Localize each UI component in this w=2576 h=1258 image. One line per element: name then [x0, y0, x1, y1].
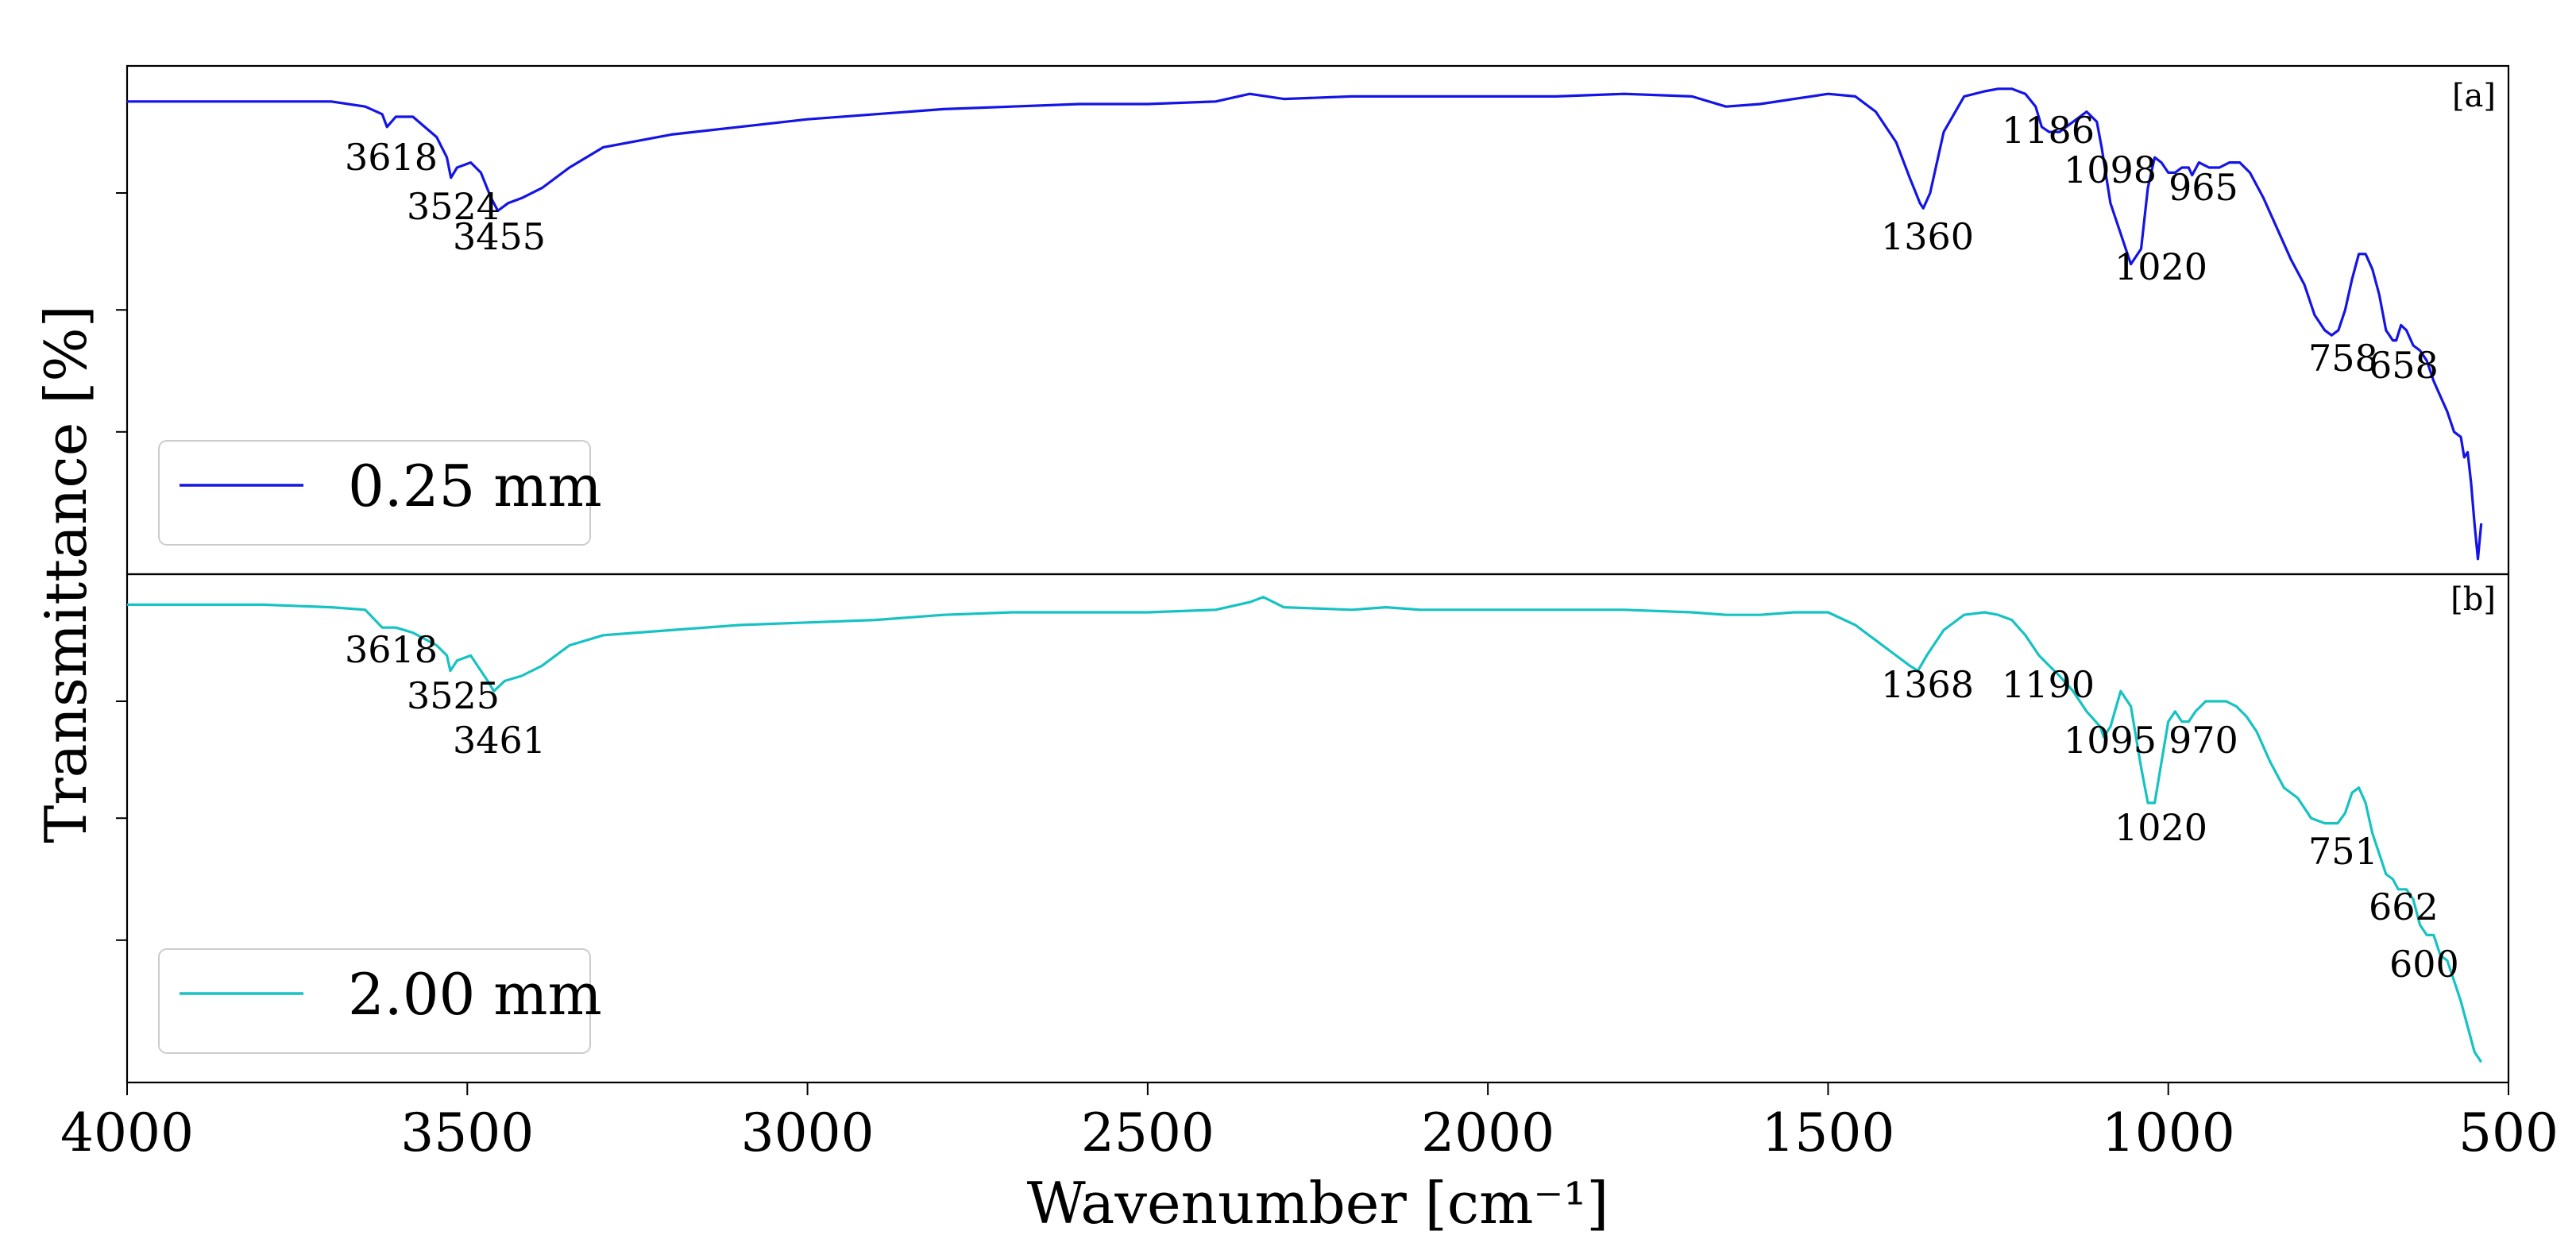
y-axis-title: Transmittance [%] [33, 305, 99, 843]
peak-label-970-b: 970 [2169, 719, 2238, 762]
x-axis: 4000 3500 3000 2500 2000 1500 1000 500 [60, 1082, 2559, 1163]
peak-label-3524-a: 3524 [407, 185, 500, 228]
xtick-label-3500: 3500 [400, 1102, 534, 1163]
xtick-label-500: 500 [2458, 1102, 2559, 1163]
xtick-label-4000: 4000 [60, 1102, 194, 1163]
xtick-label-2000: 2000 [1421, 1102, 1554, 1163]
xtick-label-3000: 3000 [741, 1102, 875, 1163]
legend-label-a: 0.25 mm [348, 453, 602, 519]
panel-b: [b] 3618 3525 3461 1368 1190 1095 970 10… [116, 573, 2510, 1084]
series-line-0-25mm [127, 87, 2483, 561]
peak-label-1360-a: 1360 [1881, 215, 1974, 258]
peak-label-3525-b: 3525 [407, 674, 500, 717]
xtick-label-1500: 1500 [1761, 1102, 1894, 1163]
peak-label-1095-b: 1095 [2064, 719, 2157, 762]
peak-label-751-b: 751 [2308, 830, 2378, 873]
peak-label-3461-b: 3461 [453, 719, 546, 762]
panel-b-yticks [116, 700, 127, 941]
legend-box-a [158, 440, 591, 546]
peak-label-965-a: 965 [2169, 166, 2238, 209]
x-axis-title: Wavenumber [cm⁻¹] [1027, 1170, 1609, 1237]
peak-label-3618-b: 3618 [345, 628, 438, 671]
legend-panel-b: 2.00 mm [158, 948, 602, 1054]
peak-label-1368-b: 1368 [1881, 663, 1974, 706]
panel-b-frame [126, 573, 2510, 1084]
peak-label-1186-a: 1186 [2002, 109, 2095, 152]
peak-label-1190-b: 1190 [2002, 663, 2095, 706]
peak-label-1020-b: 1020 [2114, 806, 2207, 849]
legend-box-b [158, 948, 591, 1054]
peak-label-3618-a: 3618 [345, 136, 438, 179]
series-line-2-00mm [127, 596, 2483, 1063]
panel-a: [a] 3618 3524 3455 1360 1186 1098 965 10… [116, 64, 2510, 576]
peak-label-662-b: 662 [2369, 886, 2439, 928]
legend-panel-a: 0.25 mm [158, 440, 602, 546]
peak-label-1020-a: 1020 [2114, 245, 2207, 288]
xtick-label-1000: 1000 [2102, 1102, 2235, 1163]
peak-label-1098-a: 1098 [2064, 149, 2157, 191]
panel-b-tag: [b] [2450, 581, 2496, 618]
panel-a-yticks [116, 192, 127, 433]
legend-label-b: 2.00 mm [348, 961, 602, 1028]
panel-a-tag: [a] [2452, 78, 2496, 114]
peak-label-600-b: 600 [2389, 943, 2459, 986]
peak-label-3455-a: 3455 [453, 215, 546, 258]
peak-label-758-a: 758 [2308, 337, 2378, 380]
peak-label-658-a: 658 [2369, 344, 2439, 387]
xtick-label-2500: 2500 [1081, 1102, 1215, 1163]
